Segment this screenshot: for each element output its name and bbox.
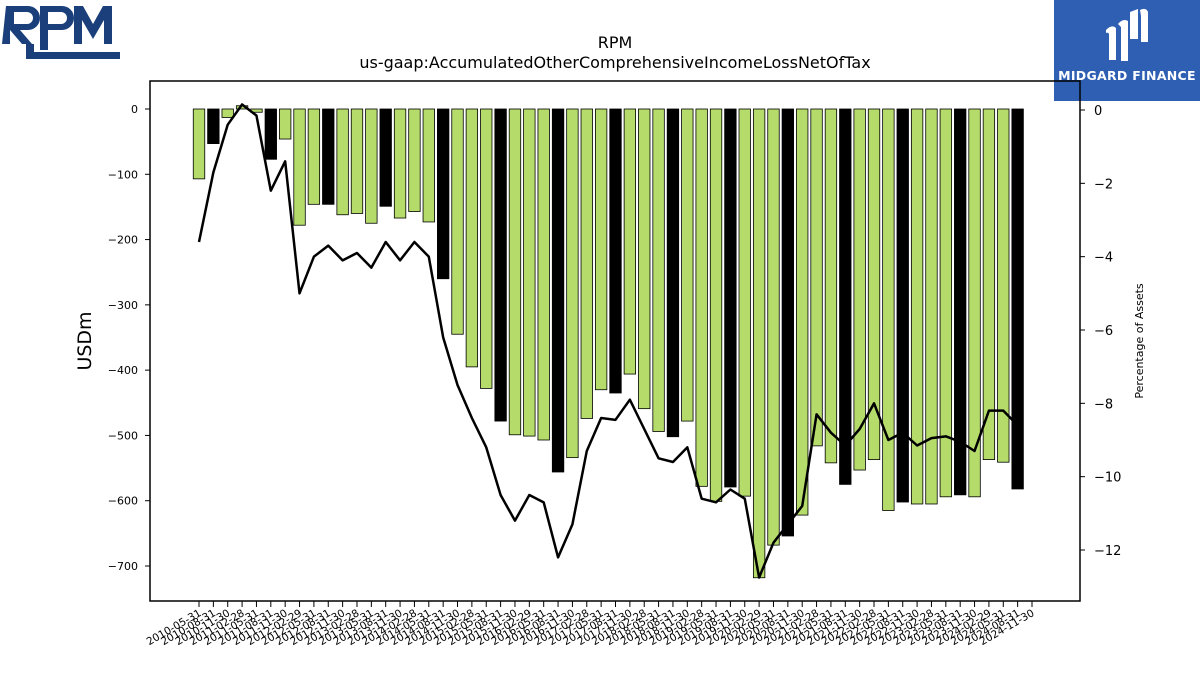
- y2-tick-label: −4: [1094, 251, 1113, 266]
- line-series: [197, 103, 1019, 579]
- bar: [207, 108, 220, 144]
- chart-subtitle: us-gaap:AccumulatedOtherComprehensiveInc…: [359, 53, 870, 72]
- bar: [437, 108, 450, 280]
- bar: [221, 108, 234, 118]
- bar: [307, 108, 321, 205]
- bar: [379, 108, 392, 207]
- bar: [609, 108, 622, 394]
- bar: [537, 108, 550, 441]
- bar: [336, 108, 349, 216]
- bar: [293, 108, 306, 226]
- y2-tick-label: −8: [1094, 397, 1113, 412]
- bar: [350, 108, 364, 214]
- bar: [839, 108, 852, 485]
- bar: [408, 108, 421, 212]
- y2-tick-label: −6: [1094, 324, 1113, 339]
- bar: [796, 108, 809, 516]
- bar: [695, 108, 708, 487]
- y-tick-label: −400: [108, 364, 138, 377]
- bar: [322, 108, 335, 205]
- bar: [551, 108, 565, 473]
- bar: [393, 108, 407, 219]
- bar: [494, 108, 507, 422]
- bar: [738, 108, 751, 497]
- bar: [910, 108, 924, 505]
- bar: [666, 108, 680, 438]
- bar: [566, 108, 579, 459]
- bar: [264, 108, 277, 160]
- y2-axis-label: Percentage of Assets: [1133, 283, 1146, 399]
- bar: [580, 108, 593, 419]
- bar: [623, 108, 637, 375]
- bar: [365, 108, 378, 224]
- y2-tick-label: −2: [1094, 177, 1113, 192]
- bar: [638, 108, 651, 410]
- y-tick-label: 0: [131, 103, 138, 116]
- midgard-finance-logo: MIDGARD FINANCE: [1054, 0, 1200, 101]
- bar: [982, 108, 996, 460]
- bar: [752, 108, 766, 579]
- bar: [681, 108, 694, 422]
- bar: [853, 108, 866, 471]
- axes: 0 −100 −200 −300 −400 −500 −600 −700 0 −2 −4 −6 −8 −1…: [108, 103, 1122, 648]
- bar: [896, 108, 909, 503]
- y2-tick-label: −12: [1094, 544, 1121, 559]
- bar: [279, 108, 292, 140]
- y-tick-label: −200: [108, 234, 138, 247]
- bar: [523, 108, 536, 437]
- y-tick-label: −600: [108, 495, 138, 508]
- bar-series: [192, 105, 1024, 579]
- percentage-line: [197, 103, 1019, 579]
- bar: [781, 108, 794, 537]
- y-tick-label: −100: [108, 168, 138, 181]
- bar: [1011, 108, 1024, 490]
- rpm-logo: [0, 0, 125, 64]
- midgard-finance-text: MIDGARD FINANCE: [1058, 68, 1196, 83]
- plot-frame: [149, 80, 1081, 602]
- y2-tick-label: 0: [1094, 104, 1102, 119]
- bar: [954, 108, 967, 496]
- y-tick-label: −300: [108, 299, 138, 312]
- y2-tick-label: −10: [1094, 471, 1121, 486]
- bar: [925, 108, 938, 505]
- bar: [882, 108, 895, 511]
- bar: [508, 108, 522, 436]
- y-tick-label: −500: [108, 429, 138, 442]
- chart-title: RPM: [598, 33, 633, 52]
- bar: [652, 108, 665, 432]
- y-axis-label: USDm: [74, 311, 96, 370]
- bar: [968, 108, 981, 498]
- bar: [767, 108, 780, 546]
- bar: [480, 108, 493, 389]
- bar: [867, 108, 881, 460]
- bar: [422, 108, 435, 223]
- bar: [824, 108, 838, 464]
- bar: [594, 108, 608, 391]
- bar: [451, 108, 464, 335]
- y-tick-label: −700: [108, 560, 138, 573]
- bar: [709, 108, 723, 502]
- bar: [997, 108, 1010, 463]
- bar: [724, 108, 737, 488]
- bar: [192, 108, 206, 180]
- bar: [810, 108, 823, 447]
- bar: [465, 108, 479, 368]
- bar: [939, 108, 952, 498]
